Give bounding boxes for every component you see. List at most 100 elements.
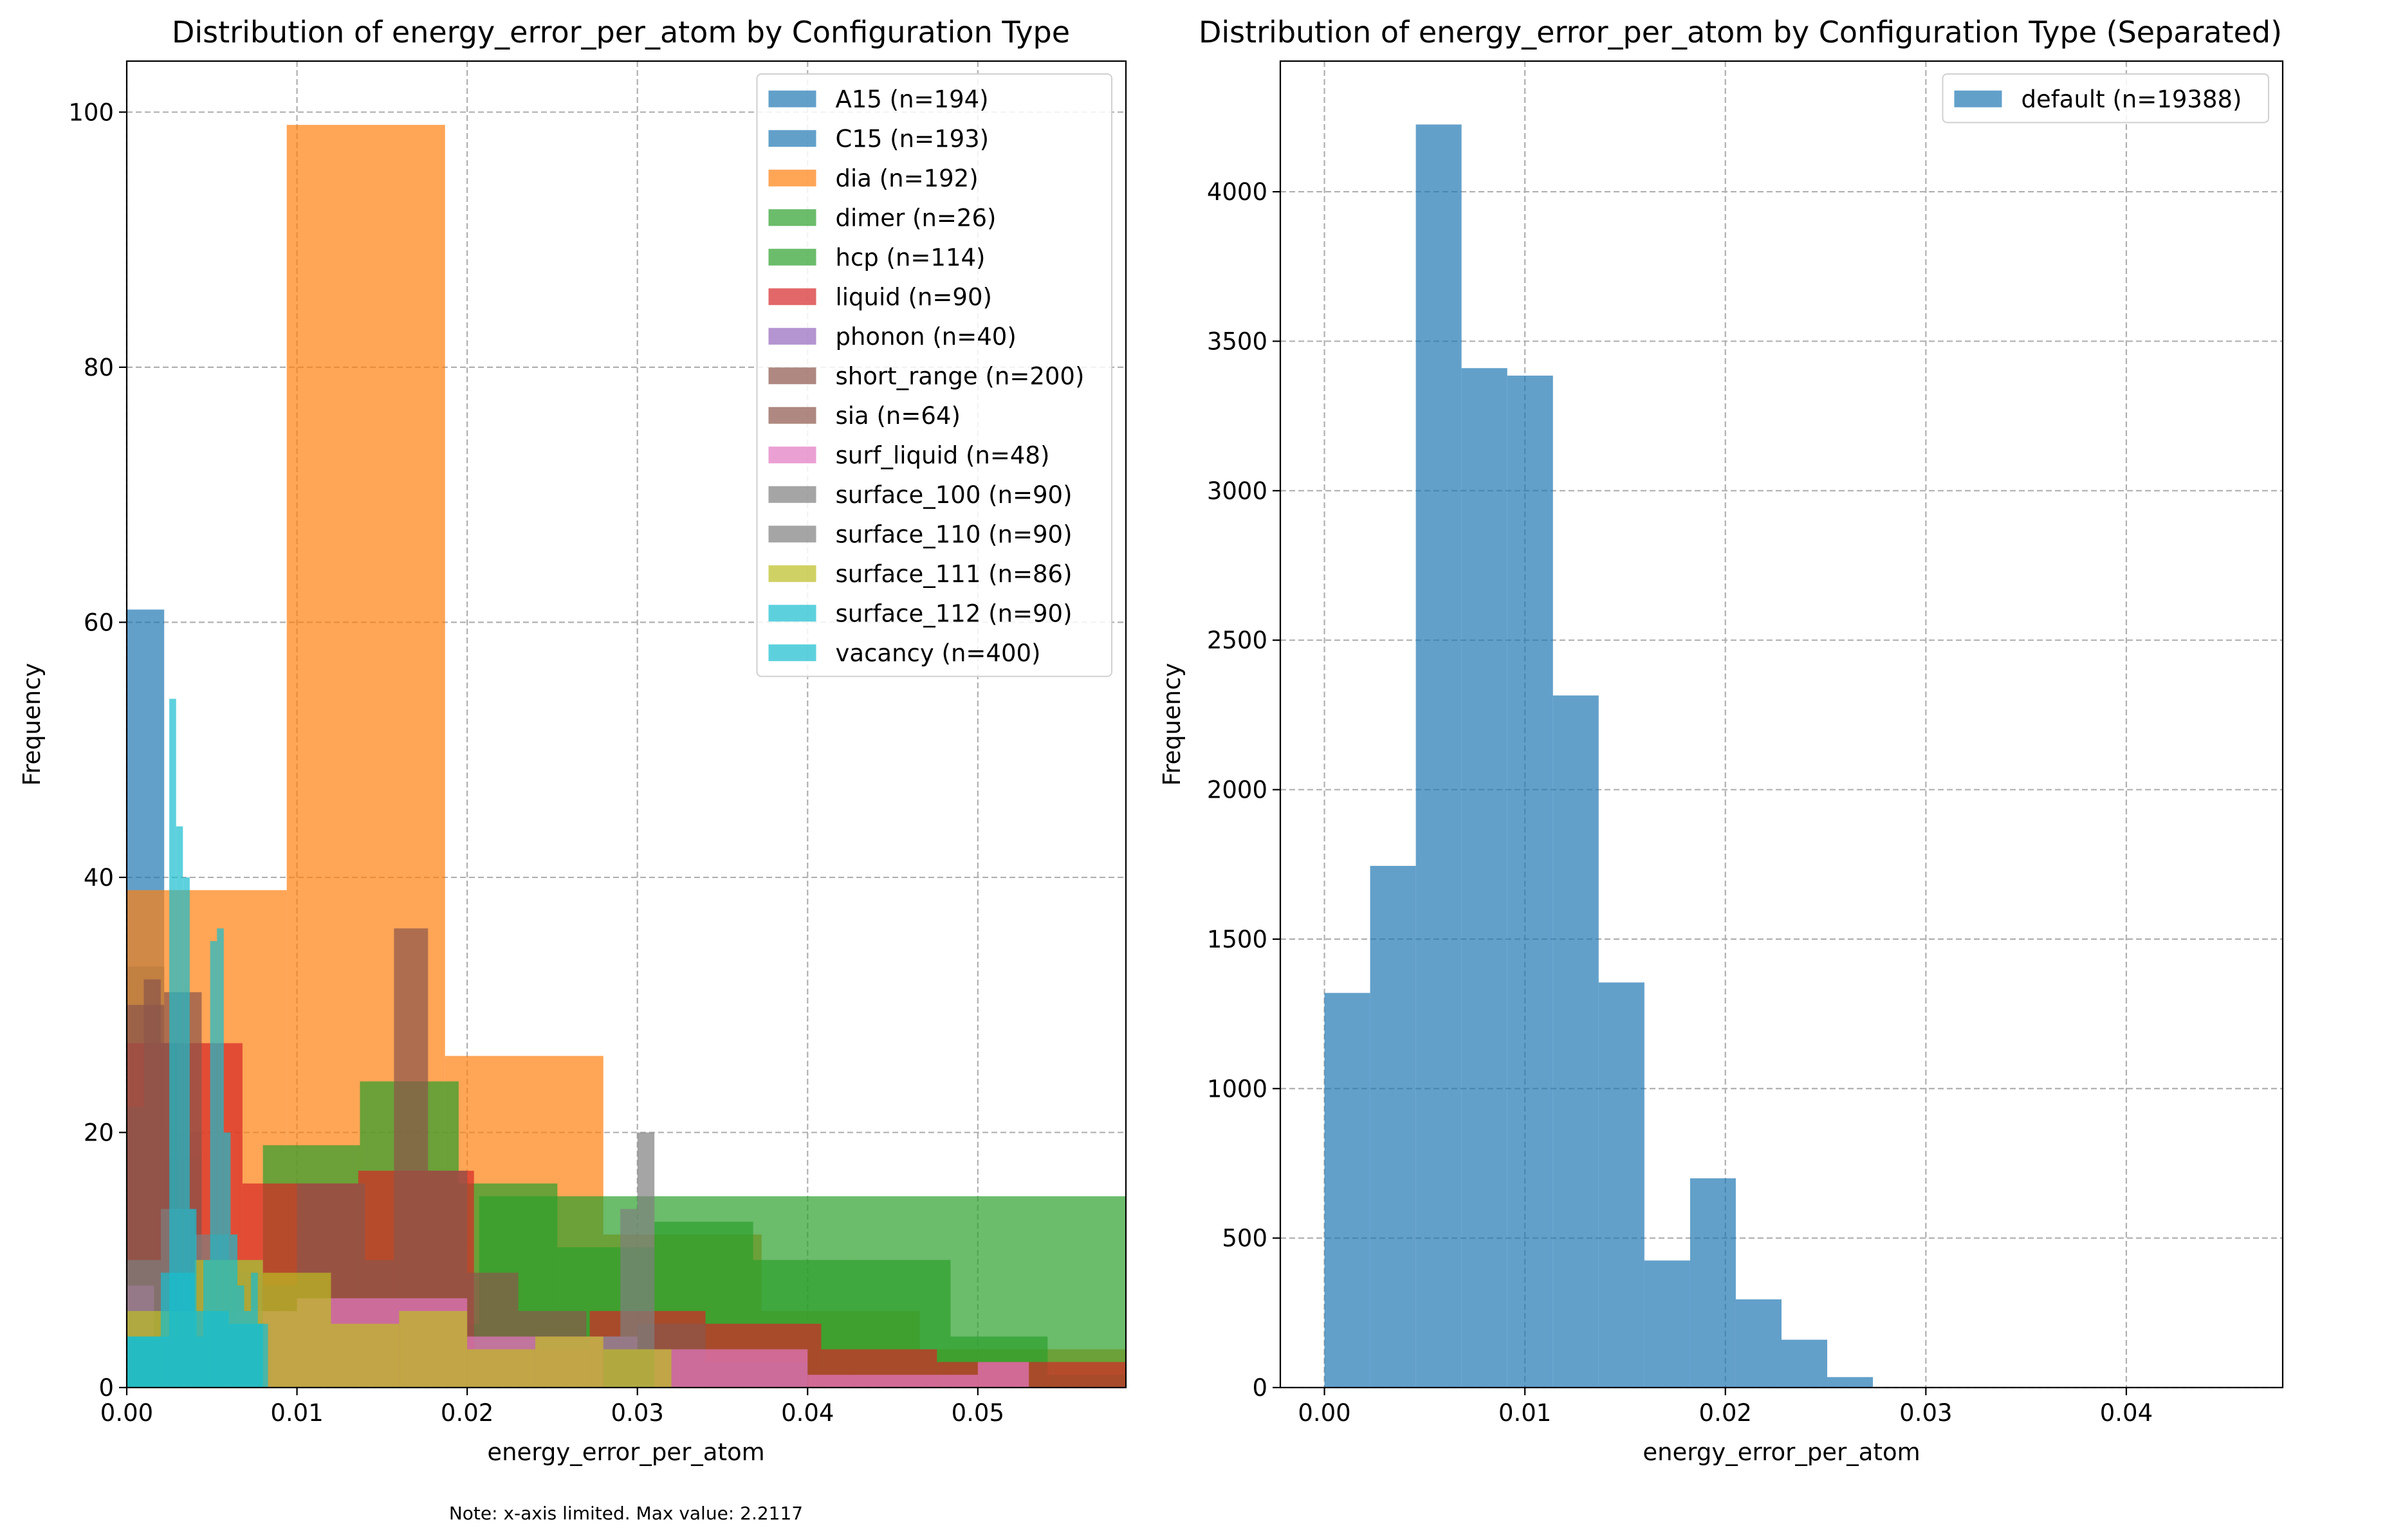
histogram-bar — [1690, 1178, 1736, 1388]
y-tick-label: 40 — [84, 864, 114, 892]
histogram-bar — [637, 1132, 655, 1388]
histogram-bar — [331, 1323, 400, 1388]
chart-right-xlabel: energy_error_per_atom — [1643, 1438, 1920, 1466]
y-tick-label: 80 — [84, 354, 114, 381]
legend-label: surf_liquid (n=48) — [836, 441, 1050, 469]
histogram-bar — [399, 1311, 468, 1388]
chart-left-ylabel: Frequency — [18, 663, 46, 785]
legend-swatch — [768, 288, 816, 306]
histogram-bar — [1552, 695, 1599, 1388]
histogram-bar — [1370, 866, 1416, 1388]
x-tick-label: 0.00 — [1298, 1399, 1350, 1427]
legend-label: phonon (n=40) — [836, 323, 1017, 351]
histogram-bar — [262, 1272, 331, 1388]
legend-label: default (n=19388) — [2021, 86, 2242, 113]
legend-label: vacancy (n=400) — [836, 639, 1041, 667]
legend-box — [756, 73, 1112, 677]
legend-swatch — [768, 565, 816, 582]
chart-left-xlabel: energy_error_per_atom — [487, 1438, 764, 1466]
y-tick-label: 0 — [98, 1374, 114, 1402]
chart-right-title: Distribution of energy_error_per_atom by… — [1199, 15, 2282, 50]
x-tick-label: 0.02 — [441, 1399, 493, 1427]
legend-swatch — [768, 248, 816, 266]
histogram-bar — [1053, 1362, 1126, 1388]
x-tick-label: 0.01 — [270, 1399, 323, 1427]
histogram-bar — [467, 1349, 535, 1388]
y-tick-label: 0 — [1252, 1374, 1267, 1402]
histogram-bar — [251, 1272, 258, 1388]
legend-swatch — [768, 407, 816, 424]
legend-label: short_range (n=200) — [836, 362, 1085, 390]
legend-label: A15 (n=194) — [836, 86, 989, 113]
legend-label: sia (n=64) — [836, 402, 961, 430]
legend-swatch — [768, 446, 816, 464]
histogram-bar — [1644, 1260, 1690, 1388]
legend-swatch — [768, 526, 816, 543]
y-tick-label: 100 — [68, 98, 114, 126]
legend-swatch — [768, 90, 816, 107]
legend-swatch — [1954, 90, 2002, 107]
histogram-bar — [257, 1323, 268, 1388]
x-tick-label: 0.04 — [2100, 1399, 2153, 1427]
x-tick-label: 0.05 — [952, 1399, 1004, 1427]
footnote: Note: x-axis limited. Max value: 2.2117 — [449, 1503, 803, 1524]
histogram-bar — [1598, 982, 1644, 1388]
histogram-bar — [1507, 375, 1553, 1388]
chart-right-frame — [1279, 60, 2284, 1389]
histogram-bar — [203, 1260, 210, 1388]
x-tick-label: 0.01 — [1498, 1399, 1551, 1427]
histogram-bar — [217, 928, 224, 1388]
legend-label: liquid (n=90) — [836, 283, 992, 311]
legend-label: surface_111 (n=86) — [836, 560, 1073, 588]
chart-right-ylabel: Frequency — [1158, 663, 1186, 785]
histogram-bar — [183, 877, 190, 1388]
histogram-bar — [977, 1362, 1029, 1388]
histogram-bar — [210, 941, 217, 1388]
legend-label: surface_100 (n=90) — [836, 481, 1073, 509]
histogram-bar — [1827, 1377, 1874, 1388]
chart-right: Distribution of energy_error_per_atom by… — [1158, 15, 2284, 1466]
legend-swatch — [768, 169, 816, 187]
chart-left-title: Distribution of energy_error_per_atom by… — [172, 15, 1070, 50]
y-tick-label: 60 — [84, 609, 114, 636]
legend-box — [1942, 73, 2269, 124]
x-tick-label: 0.03 — [611, 1399, 664, 1427]
chart-left-legend: A15 (n=194) C15 (n=193) dia (n=192) dimer (… — [756, 73, 1112, 677]
x-tick-label: 0.03 — [1899, 1399, 1952, 1427]
histogram-bar — [189, 1209, 197, 1388]
histogram-bar — [603, 1349, 672, 1388]
legend-swatch — [768, 605, 816, 622]
series-14 — [127, 699, 268, 1388]
chart-right-legend: default (n=19388) — [1942, 73, 2269, 124]
histogram-bar — [230, 1234, 237, 1388]
legend-label: surface_110 (n=90) — [836, 520, 1073, 548]
legend-swatch — [768, 367, 816, 385]
y-tick-label: 20 — [84, 1119, 114, 1146]
y-tick-label: 2000 — [1207, 776, 1267, 804]
histogram-bar — [1461, 368, 1507, 1388]
histogram-bar — [244, 1311, 252, 1388]
histogram-bar — [223, 1132, 231, 1388]
legend-swatch — [768, 644, 816, 661]
histogram-bar — [1415, 124, 1462, 1388]
legend-swatch — [768, 130, 816, 147]
histogram-bar — [1735, 1299, 1782, 1388]
histogram-bar — [237, 1285, 244, 1388]
series-0 — [1324, 124, 2239, 1388]
legend-swatch — [768, 327, 816, 345]
legend-label: surface_112 (n=90) — [836, 600, 1073, 627]
legend-swatch — [768, 209, 816, 226]
histogram-bar — [1782, 1339, 1828, 1388]
legend-label: dia (n=192) — [836, 165, 979, 192]
x-tick-label: 0.04 — [781, 1399, 834, 1427]
histogram-bar — [176, 826, 183, 1388]
y-tick-label: 1500 — [1207, 926, 1267, 953]
y-tick-label: 2500 — [1207, 627, 1267, 654]
y-tick-label: 3500 — [1207, 327, 1267, 355]
histogram-bar — [169, 699, 176, 1388]
chart-left: Distribution of energy_error_per_atom by… — [18, 15, 1127, 1466]
y-tick-label: 1000 — [1207, 1075, 1267, 1103]
histogram-bar — [807, 1375, 978, 1388]
histogram-bar — [535, 1336, 603, 1388]
